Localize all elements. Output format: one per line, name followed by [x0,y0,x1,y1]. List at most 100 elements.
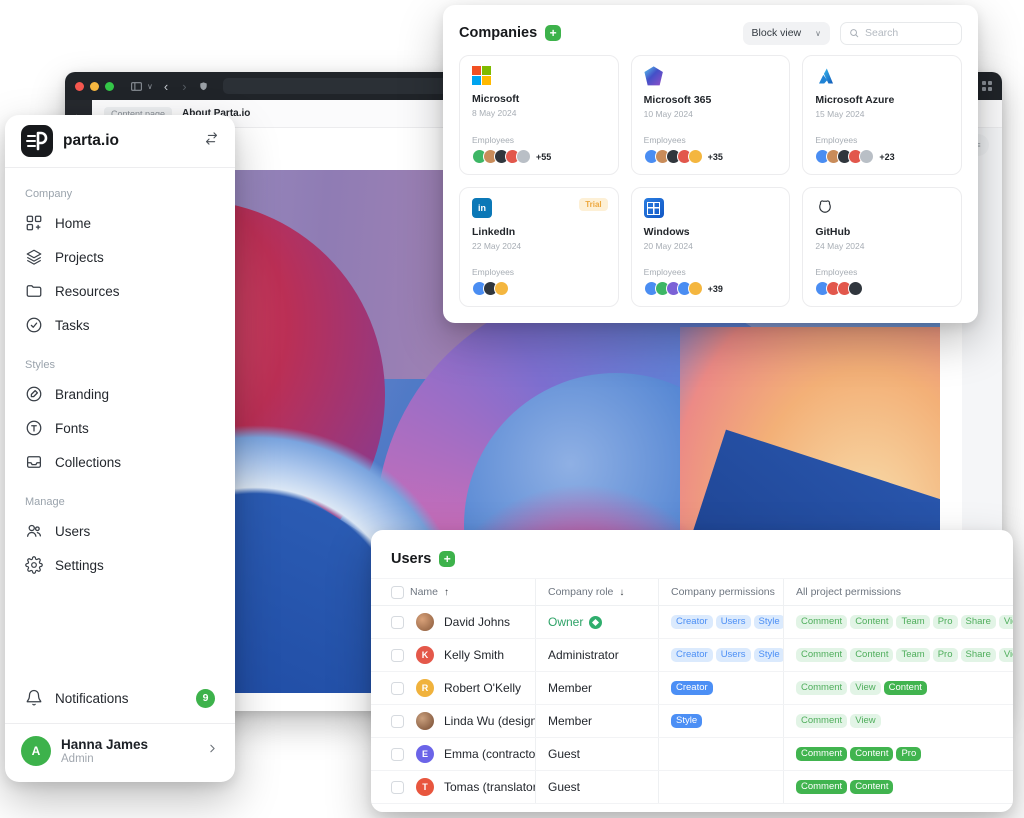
workspace-switch-icon[interactable] [204,131,219,151]
permission-pill[interactable]: Creator [671,614,713,630]
view-select[interactable]: Block view ∨ [742,21,830,45]
company-name: Microsoft 365 [643,94,712,106]
permission-pill[interactable]: View [998,647,1013,663]
user-role: Administrator [548,648,619,662]
permission-pill[interactable]: Pro [932,647,958,663]
permission-pill[interactable]: Share [960,614,996,630]
permission-pill[interactable]: Content [850,746,894,762]
permission-pill[interactable]: Content [883,680,927,696]
forward-button[interactable]: › [182,78,187,94]
permission-pill[interactable]: Content [850,647,894,663]
sidebar-item-users[interactable]: Users [25,514,215,548]
sort-asc-icon[interactable]: ↑ [444,586,450,598]
row-checkbox[interactable] [391,747,404,761]
window-controls[interactable] [75,81,114,91]
sidebar-item-label: Collections [55,454,122,470]
sidebar-header: parta.io [5,115,235,168]
row-checkbox[interactable] [391,780,404,794]
employees-label: Employees [472,135,515,145]
sidebar-item-resources[interactable]: Resources [25,274,215,308]
sidebar-item-label: Branding [55,386,110,402]
sidebar-item-fonts[interactable]: Fonts [25,411,215,445]
permission-pill[interactable]: View [998,614,1013,630]
user-role: Member [548,714,593,728]
chevron-down-icon[interactable]: ∨ [147,81,153,91]
permission-pill[interactable]: Users [715,647,751,663]
notifications-item[interactable]: Notifications 9 [5,679,235,717]
sidebar-item-projects[interactable]: Projects [25,240,215,274]
permission-pill[interactable]: Comment [796,647,848,663]
table-row: T Tomas (translator) Guest Comment Conte… [371,771,1013,804]
column-company-permissions[interactable]: Company permissions [671,586,775,598]
shield-icon[interactable] [198,81,209,92]
profile-item[interactable]: A Hanna James Admin [5,724,235,782]
maximize-window-button[interactable] [105,81,114,91]
permission-pill[interactable]: Users [715,614,751,630]
company-card-windows[interactable]: Windows 20 May 2024 Employees +39 [630,187,791,307]
users-table: Name ↑ Company role ↓ Company permission… [371,578,1013,804]
column-company-role[interactable]: Company role [548,586,614,598]
row-checkbox[interactable] [391,648,404,662]
sidebar-item-label: Home [55,215,92,231]
permission-pill[interactable]: Content [850,779,894,795]
fonts-icon [26,420,42,436]
home-grid-icon [26,215,42,231]
user-name: Emma (contractor) [444,747,535,761]
extensions-grid-icon[interactable] [982,81,992,91]
bell-icon [26,689,42,706]
users-panel: Users + Name ↑ Company role ↓ Company pe… [371,530,1013,812]
company-card-microsoft[interactable]: Microsoft 8 May 2024 Employees +55 [459,55,619,175]
employees-label: Employees [815,135,858,145]
permission-pill[interactable]: Share [960,647,996,663]
row-checkbox[interactable] [391,681,404,695]
sidebar-item-tasks[interactable]: Tasks [25,308,215,342]
add-company-button[interactable]: + [545,25,562,41]
sidebar-toggle-icon[interactable] [130,80,143,93]
select-all-checkbox[interactable] [391,585,404,599]
sidebar-item-home[interactable]: Home [25,206,215,240]
column-name[interactable]: Name [410,586,439,598]
permission-pill[interactable]: Comment [796,614,848,630]
permission-pill[interactable]: Pro [932,614,958,630]
permission-pill[interactable]: Style [671,713,703,729]
add-user-button[interactable]: + [439,551,456,567]
sort-desc-icon[interactable]: ↓ [619,586,625,598]
permission-pill[interactable]: Comment [796,680,848,696]
row-checkbox[interactable] [391,615,404,629]
table-row: K Kelly Smith Administrator Creator User… [371,639,1013,672]
row-checkbox[interactable] [391,714,404,728]
permission-pill[interactable]: Style [753,614,783,630]
notifications-label: Notifications [55,690,129,706]
company-name: GitHub [815,226,851,238]
company-card-microsoft-azure[interactable]: Microsoft Azure 15 May 2024 Employees +2… [802,55,962,175]
user-role: Guest [548,747,581,761]
sidebar-item-branding[interactable]: Branding [25,377,215,411]
permission-pill[interactable]: Creator [671,647,713,663]
section-label: Company [25,188,73,200]
permission-pill[interactable]: Style [753,647,783,663]
permission-pill[interactable]: Team [896,614,930,630]
permission-pill[interactable]: Content [850,614,894,630]
windows-logo-icon [643,198,664,218]
sidebar-footer: Notifications 9 A Hanna James Admin [5,679,235,782]
app-sidebar: parta.io Company Home Projects Resources… [5,115,235,782]
permission-pill[interactable]: View [850,680,881,696]
company-card-linkedin[interactable]: Trial in LinkedIn 22 May 2024 Employees [459,187,619,307]
permission-pill[interactable]: Comment [796,713,848,729]
permission-pill[interactable]: Team [896,647,930,663]
sidebar-item-settings[interactable]: Settings [25,548,215,582]
sidebar-item-collections[interactable]: Collections [25,445,215,479]
back-button[interactable]: ‹ [163,78,169,94]
column-project-permissions[interactable]: All project permissions [796,586,902,598]
linkedin-logo-icon: in [472,198,492,218]
company-card-microsoft-365[interactable]: Microsoft 365 10 May 2024 Employees +35 [630,55,791,175]
permission-pill[interactable]: Creator [671,680,713,696]
minimize-window-button[interactable] [90,81,99,91]
search-input[interactable]: Search [840,21,962,45]
permission-pill[interactable]: Pro [896,746,922,762]
company-card-github[interactable]: GitHub 24 May 2024 Employees [802,187,962,307]
permission-pill[interactable]: View [850,713,881,729]
close-window-button[interactable] [75,81,84,91]
permission-pill[interactable]: Comment [796,779,848,795]
permission-pill[interactable]: Comment [796,746,848,762]
